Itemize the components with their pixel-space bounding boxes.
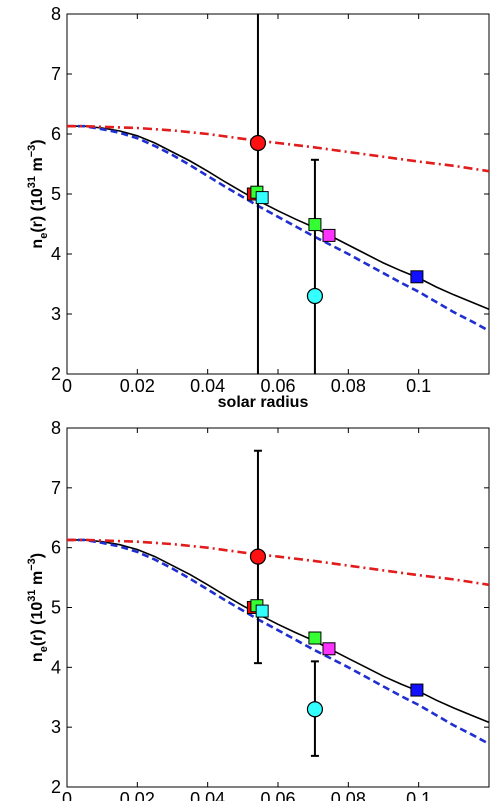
y-tick-label: 2	[51, 777, 61, 797]
y-axis-title-part: m	[29, 571, 46, 590]
y-tick-label: 2	[51, 364, 61, 384]
y-axis-title-part: n	[29, 239, 46, 249]
square-marker	[308, 631, 322, 645]
y-tick-label: 4	[51, 657, 61, 677]
y-axis-title-part: −3	[26, 145, 38, 158]
x-tick-label: 0	[62, 789, 72, 801]
y-axis-title-part: (10	[29, 188, 46, 216]
circle-marker	[306, 287, 324, 305]
square-marker	[322, 228, 336, 242]
y-axis-title-part: m	[29, 157, 46, 176]
x-axis-title: solar radius	[218, 394, 309, 411]
y-tick-label: 7	[51, 64, 61, 84]
y-tick-label: 7	[51, 478, 61, 498]
square-marker	[322, 642, 336, 656]
x-tick-label: 0.04	[190, 376, 225, 396]
y-tick-label: 8	[51, 4, 61, 24]
x-tick-label: 0.1	[406, 376, 431, 396]
x-tick-label: 0.02	[120, 376, 155, 396]
y-tick-label: 3	[51, 717, 61, 737]
x-tick-label: 0.06	[260, 789, 295, 801]
x-tick-label: 0.02	[120, 789, 155, 801]
plot-frame	[66, 13, 490, 375]
y-tick-label: 4	[51, 244, 61, 264]
data-layer	[67, 449, 489, 757]
circle-marker	[249, 548, 267, 565]
series-line-dashdot	[67, 538, 489, 587]
circle-marker	[249, 134, 267, 152]
x-tick-label: 0.08	[331, 376, 366, 396]
y-axis-title-part: (r)	[29, 629, 46, 646]
y-axis-title-part: )	[29, 139, 46, 144]
plot-frame	[66, 427, 490, 788]
series-line-dashed	[67, 124, 489, 332]
y-axis-title-part: e	[38, 646, 50, 652]
square-marker	[255, 604, 269, 618]
data-layer	[67, 14, 489, 374]
y-tick-label: 5	[51, 598, 61, 618]
series-line-dashed	[67, 538, 489, 746]
x-tick-label: 0	[62, 376, 72, 396]
square-marker	[255, 191, 269, 205]
series-line-dashdot	[67, 124, 489, 173]
y-tick-label: 3	[51, 304, 61, 324]
x-tick-label: 0.06	[260, 376, 295, 396]
square-marker	[308, 218, 322, 232]
square-marker	[410, 683, 424, 697]
y-tick-label: 5	[51, 184, 61, 204]
y-axis-title-part: e	[38, 233, 50, 239]
y-axis-title-part: )	[29, 553, 46, 558]
square-marker	[410, 270, 424, 284]
y-axis-title-part: 31	[26, 589, 38, 601]
y-tick-label: 6	[51, 538, 61, 558]
y-axis-title: ne(r) (1031 m−3)	[26, 139, 50, 248]
x-tick-label: 0.04	[190, 789, 225, 801]
y-axis-title-part: n	[29, 652, 46, 662]
chart-panel-top: 0 0.02 0.04 0.06 0.08 0.1 2 3 4 5 6 7 8 solar radius n…	[26, 4, 490, 411]
y-tick-label: 8	[51, 418, 61, 438]
y-axis-title-part: (10	[29, 602, 46, 630]
y-axis-title: ne(r) (1031 m−3)	[26, 553, 50, 662]
x-tick-label: 0.1	[406, 789, 431, 801]
x-tick-label: 0.08	[331, 789, 366, 801]
y-axis-title-part: 31	[26, 176, 38, 188]
circle-marker	[306, 701, 324, 718]
y-axis-title-part: (r)	[29, 216, 46, 233]
y-axis-title-part: −3	[26, 558, 38, 571]
y-tick-label: 6	[51, 124, 61, 144]
